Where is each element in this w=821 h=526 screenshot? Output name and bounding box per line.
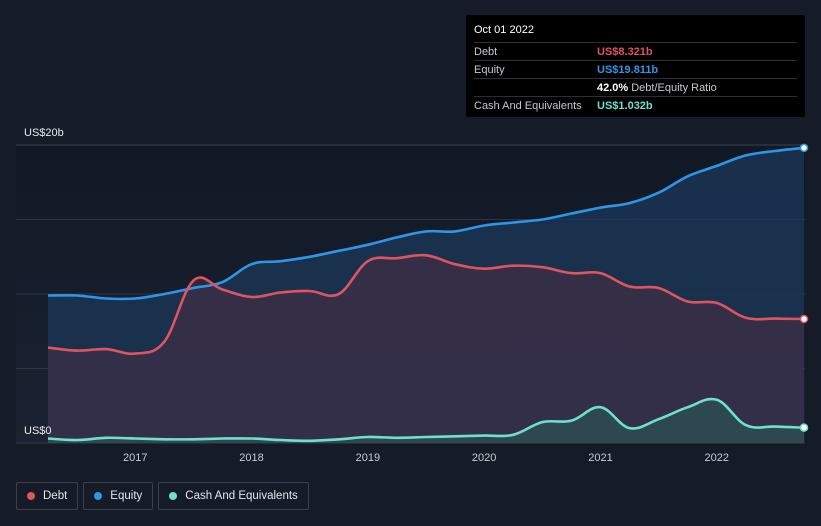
debt-area [48,255,804,443]
axis-labels: US$20b US$0 2017 2018 2019 2020 2021 2022 [24,127,729,464]
legend-equity-label: Equity [110,490,143,502]
x-tick-label: 2019 [356,452,380,464]
tooltip-row-debt: Debt US$8.321b [474,42,797,60]
y-tick-label: US$0 [24,425,52,437]
legend-debt-label: Debt [43,490,68,502]
tooltip-debt-label: Debt [474,45,498,58]
cash-end-marker [799,423,809,432]
tooltip-ratio-label: Debt/Equity Ratio [631,81,717,94]
tooltip-equity-value: US$19.811b [597,63,659,76]
cash-area [48,398,804,443]
legend-item-equity[interactable]: Equity [83,482,154,510]
x-tick-label: 2022 [705,452,729,464]
x-tick-label: 2020 [472,452,496,464]
y-tick-label: US$20b [24,127,64,139]
series-end-markers [799,143,809,432]
debt-line [47,253,805,356]
x-tick-label: 2017 [123,452,147,464]
x-tick-label: 2018 [239,452,263,464]
tooltip-date: Oct 01 2022 [474,24,534,36]
tooltip-row-ratio: 42.0% Debt/Equity Ratio [474,78,797,96]
equity-line [47,146,805,301]
tooltip-cash-value: US$1.032b [597,99,653,112]
legend-cash-label: Cash And Equivalents [185,490,298,502]
tooltip-panel: Oct 01 2022 Debt US$8.321b Equity US$19.… [466,15,805,117]
series-lines [47,146,805,443]
tooltip-cash-label: Cash And Equivalents [474,99,582,112]
cash-dot-icon [169,492,178,500]
tooltip-row-cash: Cash And Equivalents US$1.032b [474,96,797,114]
tooltip-debt-value: US$8.321b [597,45,653,58]
equity-dot-icon [94,492,103,500]
tooltip-equity-label: Equity [474,63,505,76]
legend-item-debt[interactable]: Debt [16,482,79,510]
debt-dot-icon [27,492,35,500]
tooltip-row-equity: Equity US$19.811b [474,60,797,78]
x-tick-label: 2021 [588,452,612,464]
cash-line [47,397,805,443]
debt-end-marker [799,314,809,324]
chart-legend: Debt Equity Cash And Equivalents [16,482,314,510]
legend-item-cash[interactable]: Cash And Equivalents [158,482,309,510]
equity-end-marker [799,143,809,153]
tooltip-ratio-value: 42.0% [597,81,629,94]
series-areas [48,147,804,444]
